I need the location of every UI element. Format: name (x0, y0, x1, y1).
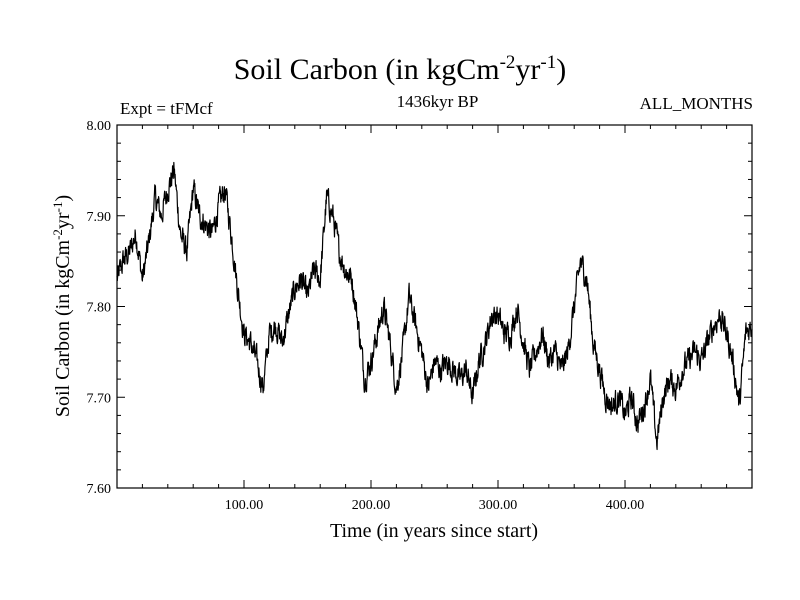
y-tick-label: 8.00 (87, 119, 112, 134)
x-tick-label: 100.00 (225, 498, 264, 513)
chart-title: Soil Carbon (in kgCm-2yr-1) (233, 52, 567, 86)
y-axis-ticks: 7.60 7.70 7.80 7.90 8.00 (87, 119, 752, 497)
y-tick-label: 7.90 (87, 210, 112, 225)
series-line-soil-carbon (116, 161, 753, 451)
y-tick-label: 7.80 (87, 301, 112, 316)
y-tick-label: 7.70 (87, 391, 112, 406)
period-label: ALL_MONTHS (639, 94, 753, 113)
x-axis-ticks: 100.00 200.00 300.00 400.00 (141, 125, 728, 513)
x-axis-label: Time (in years since start) (330, 520, 538, 542)
y-tick-label: 7.60 (87, 482, 112, 497)
y-axis-label: Soil Carbon (in kgCm-2yr-1) (50, 195, 74, 417)
x-tick-label: 200.00 (352, 498, 391, 513)
experiment-label: Expt = tFMcf (120, 99, 213, 118)
x-tick-label: 400.00 (606, 498, 645, 513)
chart-subtitle: 1436kyr BP (396, 92, 479, 111)
x-tick-label: 300.00 (479, 498, 518, 513)
plot-frame (116, 124, 753, 489)
